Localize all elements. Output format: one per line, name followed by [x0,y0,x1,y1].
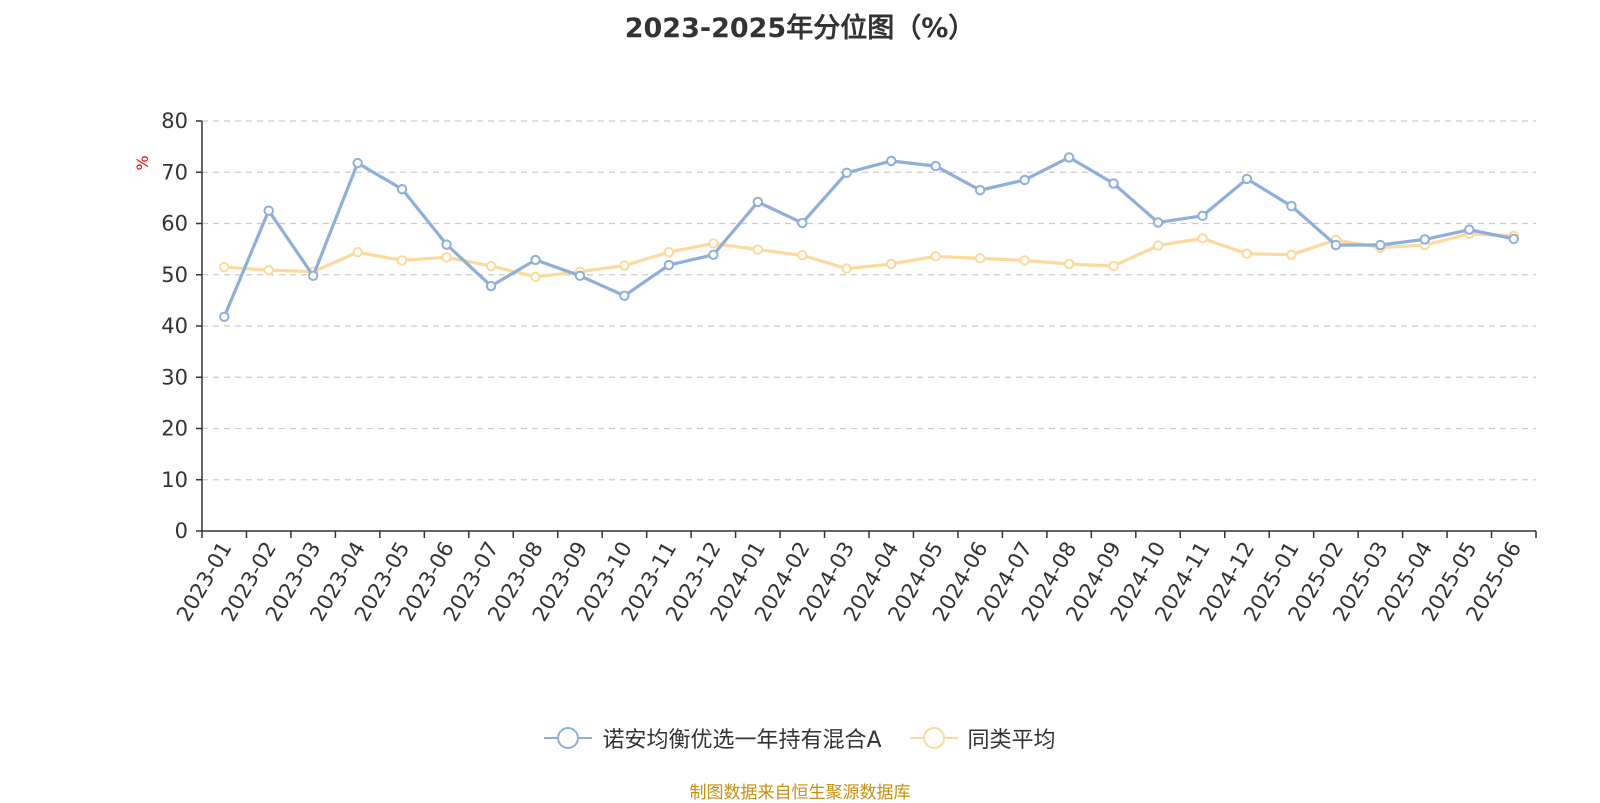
data-point-peer-average [752,244,764,255]
data-point-fund [352,157,363,169]
data-point-peer-average [797,250,808,261]
legend-label-fund: 诺安均衡优选一年持有混合A [602,728,882,753]
data-point-fund [1330,239,1342,251]
data-point-peer-average [930,251,941,262]
data-point-fund [1019,174,1030,186]
data-point-peer-average [219,261,230,273]
legend-dot-peer-average [922,727,945,749]
data-point-peer-average [1197,233,1208,244]
data-point-fund [574,270,586,281]
data-point-fund [1508,233,1519,245]
data-point-fund [619,290,630,301]
data-point-fund [797,217,808,229]
y-tick-label: 20 [161,417,188,441]
y-tick-label: 50 [161,263,188,287]
y-tick-label: 70 [161,160,188,184]
data-point-fund [530,254,541,266]
data-point-peer-average [530,271,541,282]
data-point-peer-average [485,260,497,272]
data-point-fund [441,239,452,250]
data-point-peer-average [1241,248,1253,259]
data-point-fund [886,155,897,167]
data-point-peer-average [1108,260,1119,272]
legend-marker-peer-average [909,727,958,749]
series-line-peer-average [224,232,1514,279]
y-tick-label: 40 [161,314,188,338]
data-point-peer-average [663,247,675,258]
legend: 诺安均衡优选一年持有混合A 同类平均 [0,722,1600,754]
data-point-peer-average [1063,258,1075,270]
y-tick-label: 60 [161,212,188,236]
data-point-peer-average [1019,255,1030,266]
data-point-peer-average [886,258,897,270]
data-point-peer-average [352,247,363,258]
y-tick-label: 30 [161,365,188,389]
data-point-fund [307,270,319,281]
data-point-fund [263,205,274,216]
data-point-fund [219,311,230,322]
data-point-fund [1197,210,1208,222]
legend-item-fund[interactable]: 诺安均衡优选一年持有混合A [544,722,882,754]
data-point-fund [930,160,941,172]
legend-label-peer-average: 同类平均 [967,728,1056,753]
data-point-fund [708,249,719,260]
data-point-fund [752,196,764,208]
y-tick-label: 80 [161,109,188,133]
y-tick-label: 0 [175,519,188,543]
data-point-fund [663,259,675,271]
data-point-fund [1241,173,1253,185]
source-note: 制图数据来自恒生聚源数据库 [689,783,911,803]
data-point-fund [1419,234,1431,245]
data-point-fund [1286,200,1297,212]
data-point-fund [974,184,986,196]
data-point-peer-average [708,238,719,249]
data-point-fund [1464,224,1475,235]
data-point-peer-average [1152,240,1164,251]
data-point-peer-average [396,255,408,266]
data-point-peer-average [441,252,452,263]
data-point-fund [1063,152,1075,163]
legend-marker-fund [544,727,593,749]
data-point-fund [485,280,497,292]
data-point-fund [1375,239,1386,251]
data-point-fund [396,183,408,195]
data-point-peer-average [263,264,274,276]
data-point-fund [1108,178,1119,189]
chart-title: 2023-2025年分位图（%） [624,13,976,44]
data-point-peer-average [619,260,630,271]
data-point-peer-average [974,253,986,264]
data-point-peer-average [841,263,852,274]
legend-dot-fund [557,727,580,749]
y-axis-label: % [133,155,152,170]
y-tick-label: 10 [161,468,188,492]
data-point-fund [841,167,852,178]
series-line-fund [222,155,1515,318]
data-point-fund [1152,217,1164,228]
data-point-peer-average [1286,249,1297,260]
legend-item-peer-average[interactable]: 同类平均 [909,722,1056,754]
